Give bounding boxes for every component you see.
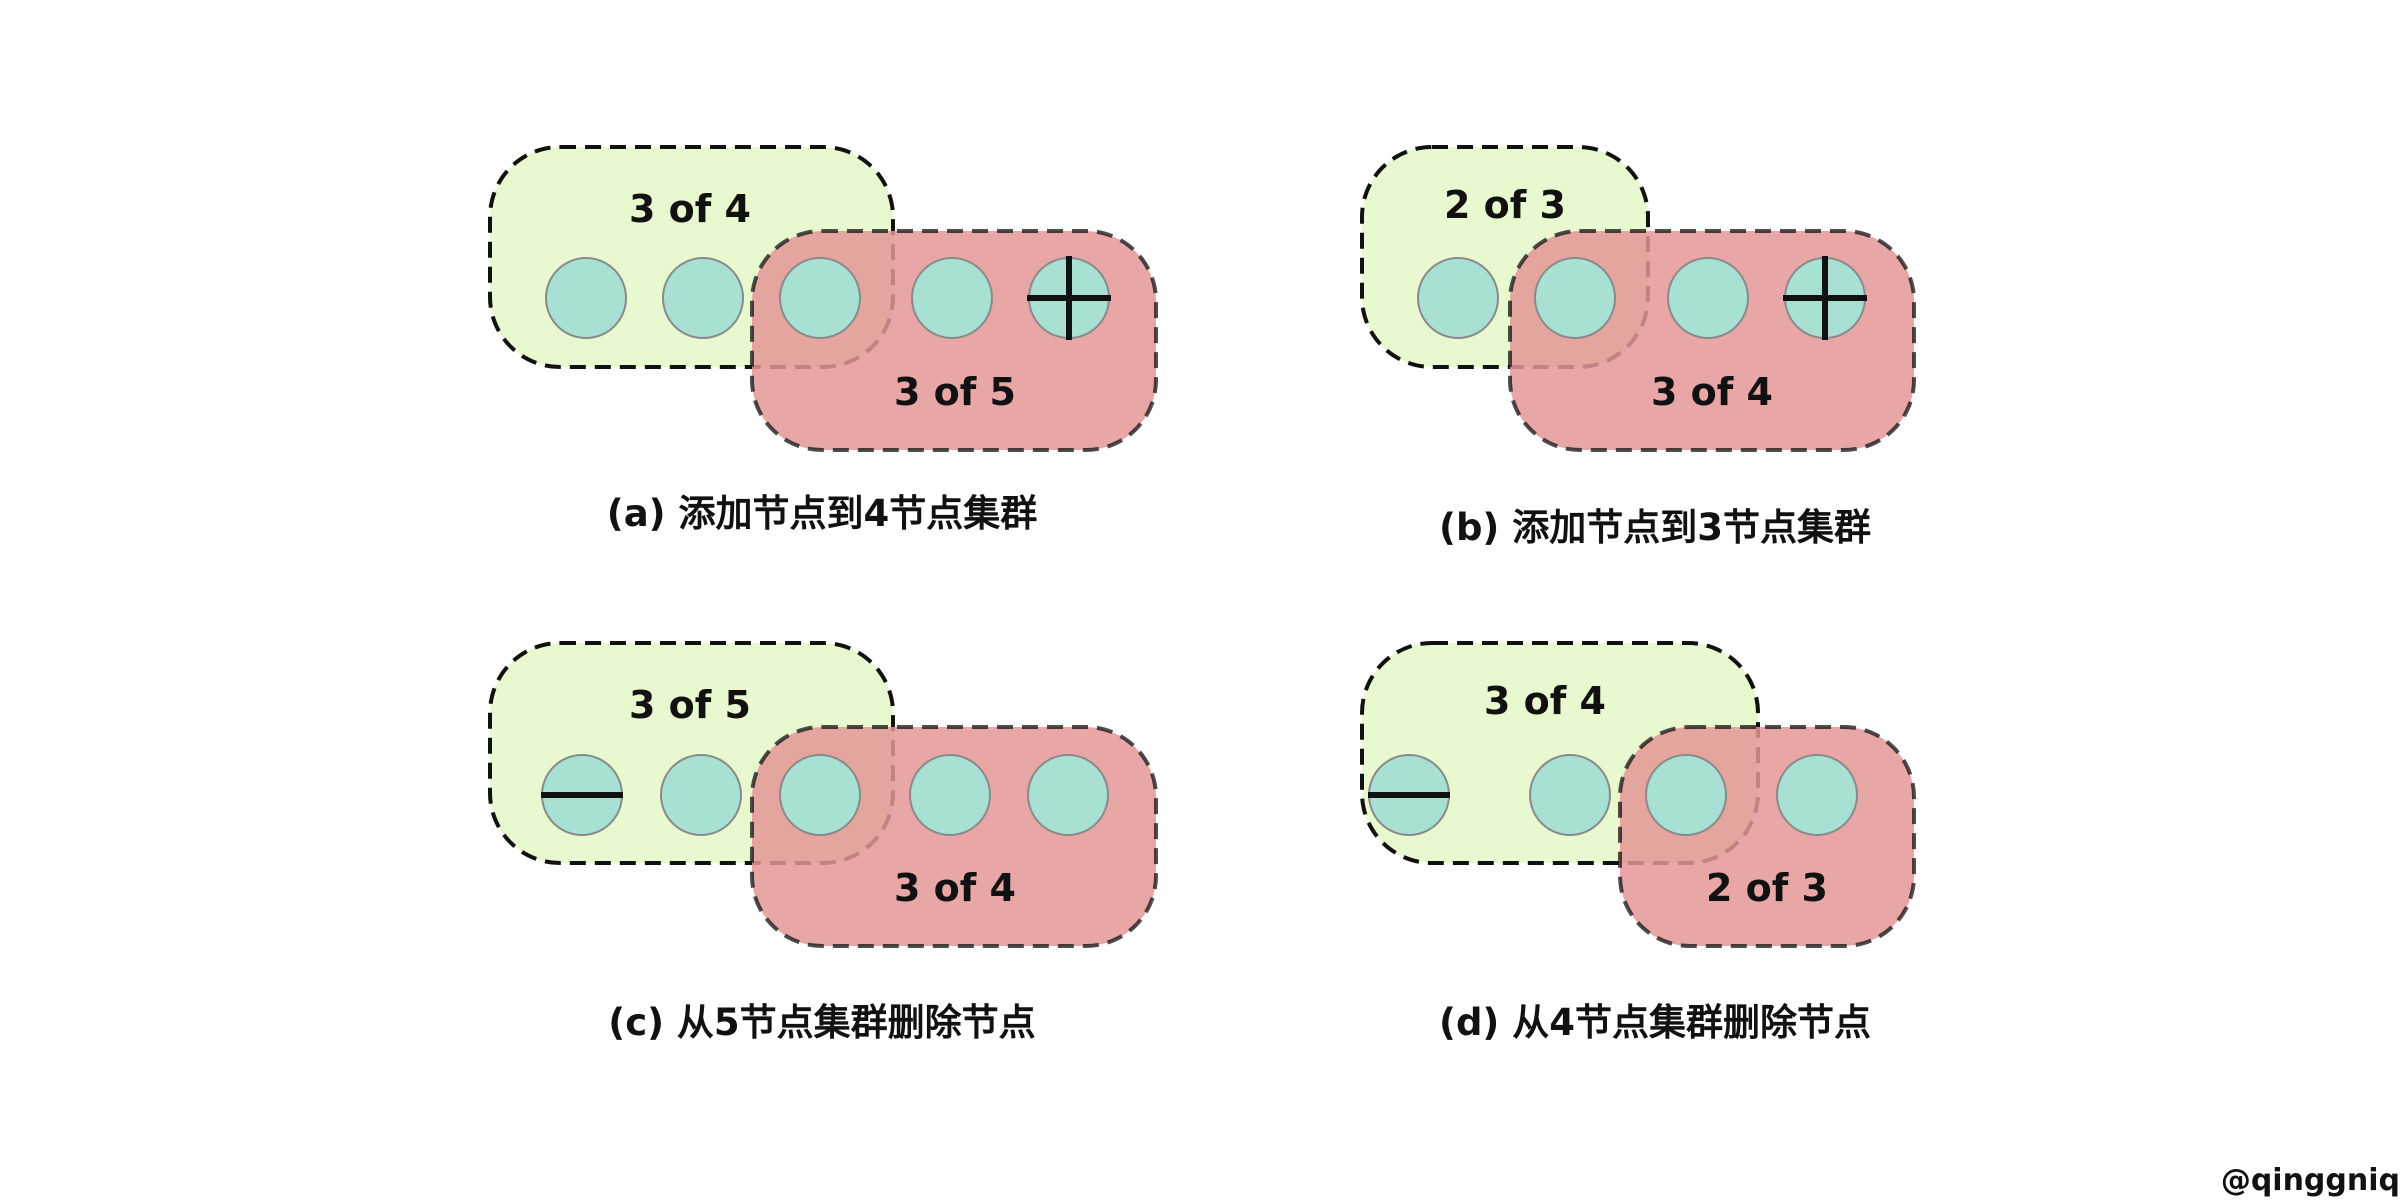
node [1534, 257, 1616, 339]
node [1417, 257, 1499, 339]
plus-icon [1783, 256, 1867, 340]
node [779, 754, 861, 836]
node [1667, 257, 1749, 339]
node [545, 257, 627, 339]
panel-d: 3 of 4 2 of 3 (d) 从4节点集群删除节点 [1360, 641, 1916, 1044]
old-quorum-label: 3 of 4 [1484, 679, 1606, 723]
new-config-box [1618, 725, 1916, 948]
new-quorum-label: 2 of 3 [1706, 866, 1828, 910]
new-quorum-label: 3 of 5 [894, 370, 1016, 414]
node [1027, 754, 1109, 836]
watermark: @qinggniq [2221, 1163, 2400, 1198]
panel-b: 2 of 3 3 of 4 (b) 添加节点到3节点集群 [1360, 145, 1916, 549]
node [1529, 754, 1611, 836]
node [911, 257, 993, 339]
panel-caption: (d) 从4节点集群删除节点 [1439, 1001, 1871, 1044]
old-quorum-label: 3 of 5 [629, 683, 751, 727]
panel-a: 3 of 4 3 of 5 (a) 添加节点到4节点集群 [488, 145, 1158, 535]
node [660, 754, 742, 836]
panel-caption: (b) 添加节点到3节点集群 [1439, 506, 1871, 549]
node [909, 754, 991, 836]
panel-caption: (a) 添加节点到4节点集群 [607, 492, 1037, 535]
node [1645, 754, 1727, 836]
new-quorum-label: 3 of 4 [894, 866, 1016, 910]
panel-c: 3 of 5 3 of 4 (c) 从5节点集群删除节点 [488, 641, 1158, 1044]
plus-icon [1027, 256, 1111, 340]
panel-caption: (c) 从5节点集群删除节点 [608, 1001, 1035, 1044]
old-quorum-label: 3 of 4 [629, 187, 751, 231]
node [1776, 754, 1858, 836]
old-quorum-label: 2 of 3 [1444, 183, 1566, 227]
node [779, 257, 861, 339]
node [662, 257, 744, 339]
new-quorum-label: 3 of 4 [1651, 370, 1773, 414]
